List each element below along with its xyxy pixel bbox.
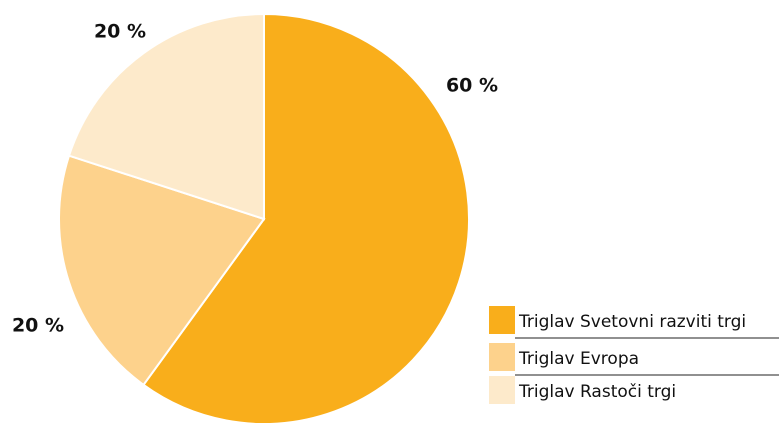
legend-swatch xyxy=(489,343,515,371)
legend-swatch xyxy=(489,376,515,404)
legend-swatch xyxy=(489,306,515,334)
pie-slice xyxy=(142,12,470,423)
legend-label: Triglav Rastoči trgi xyxy=(518,382,676,402)
legend-label: Triglav Evropa xyxy=(518,349,639,369)
pie-slice xyxy=(67,12,265,221)
slice-label: 20 % xyxy=(94,21,146,43)
slice-label: 20 % xyxy=(12,315,64,337)
legend-label: Triglav Svetovni razviti trgi xyxy=(518,312,746,332)
pie-slice xyxy=(58,154,266,387)
slice-label: 60 % xyxy=(446,75,498,97)
